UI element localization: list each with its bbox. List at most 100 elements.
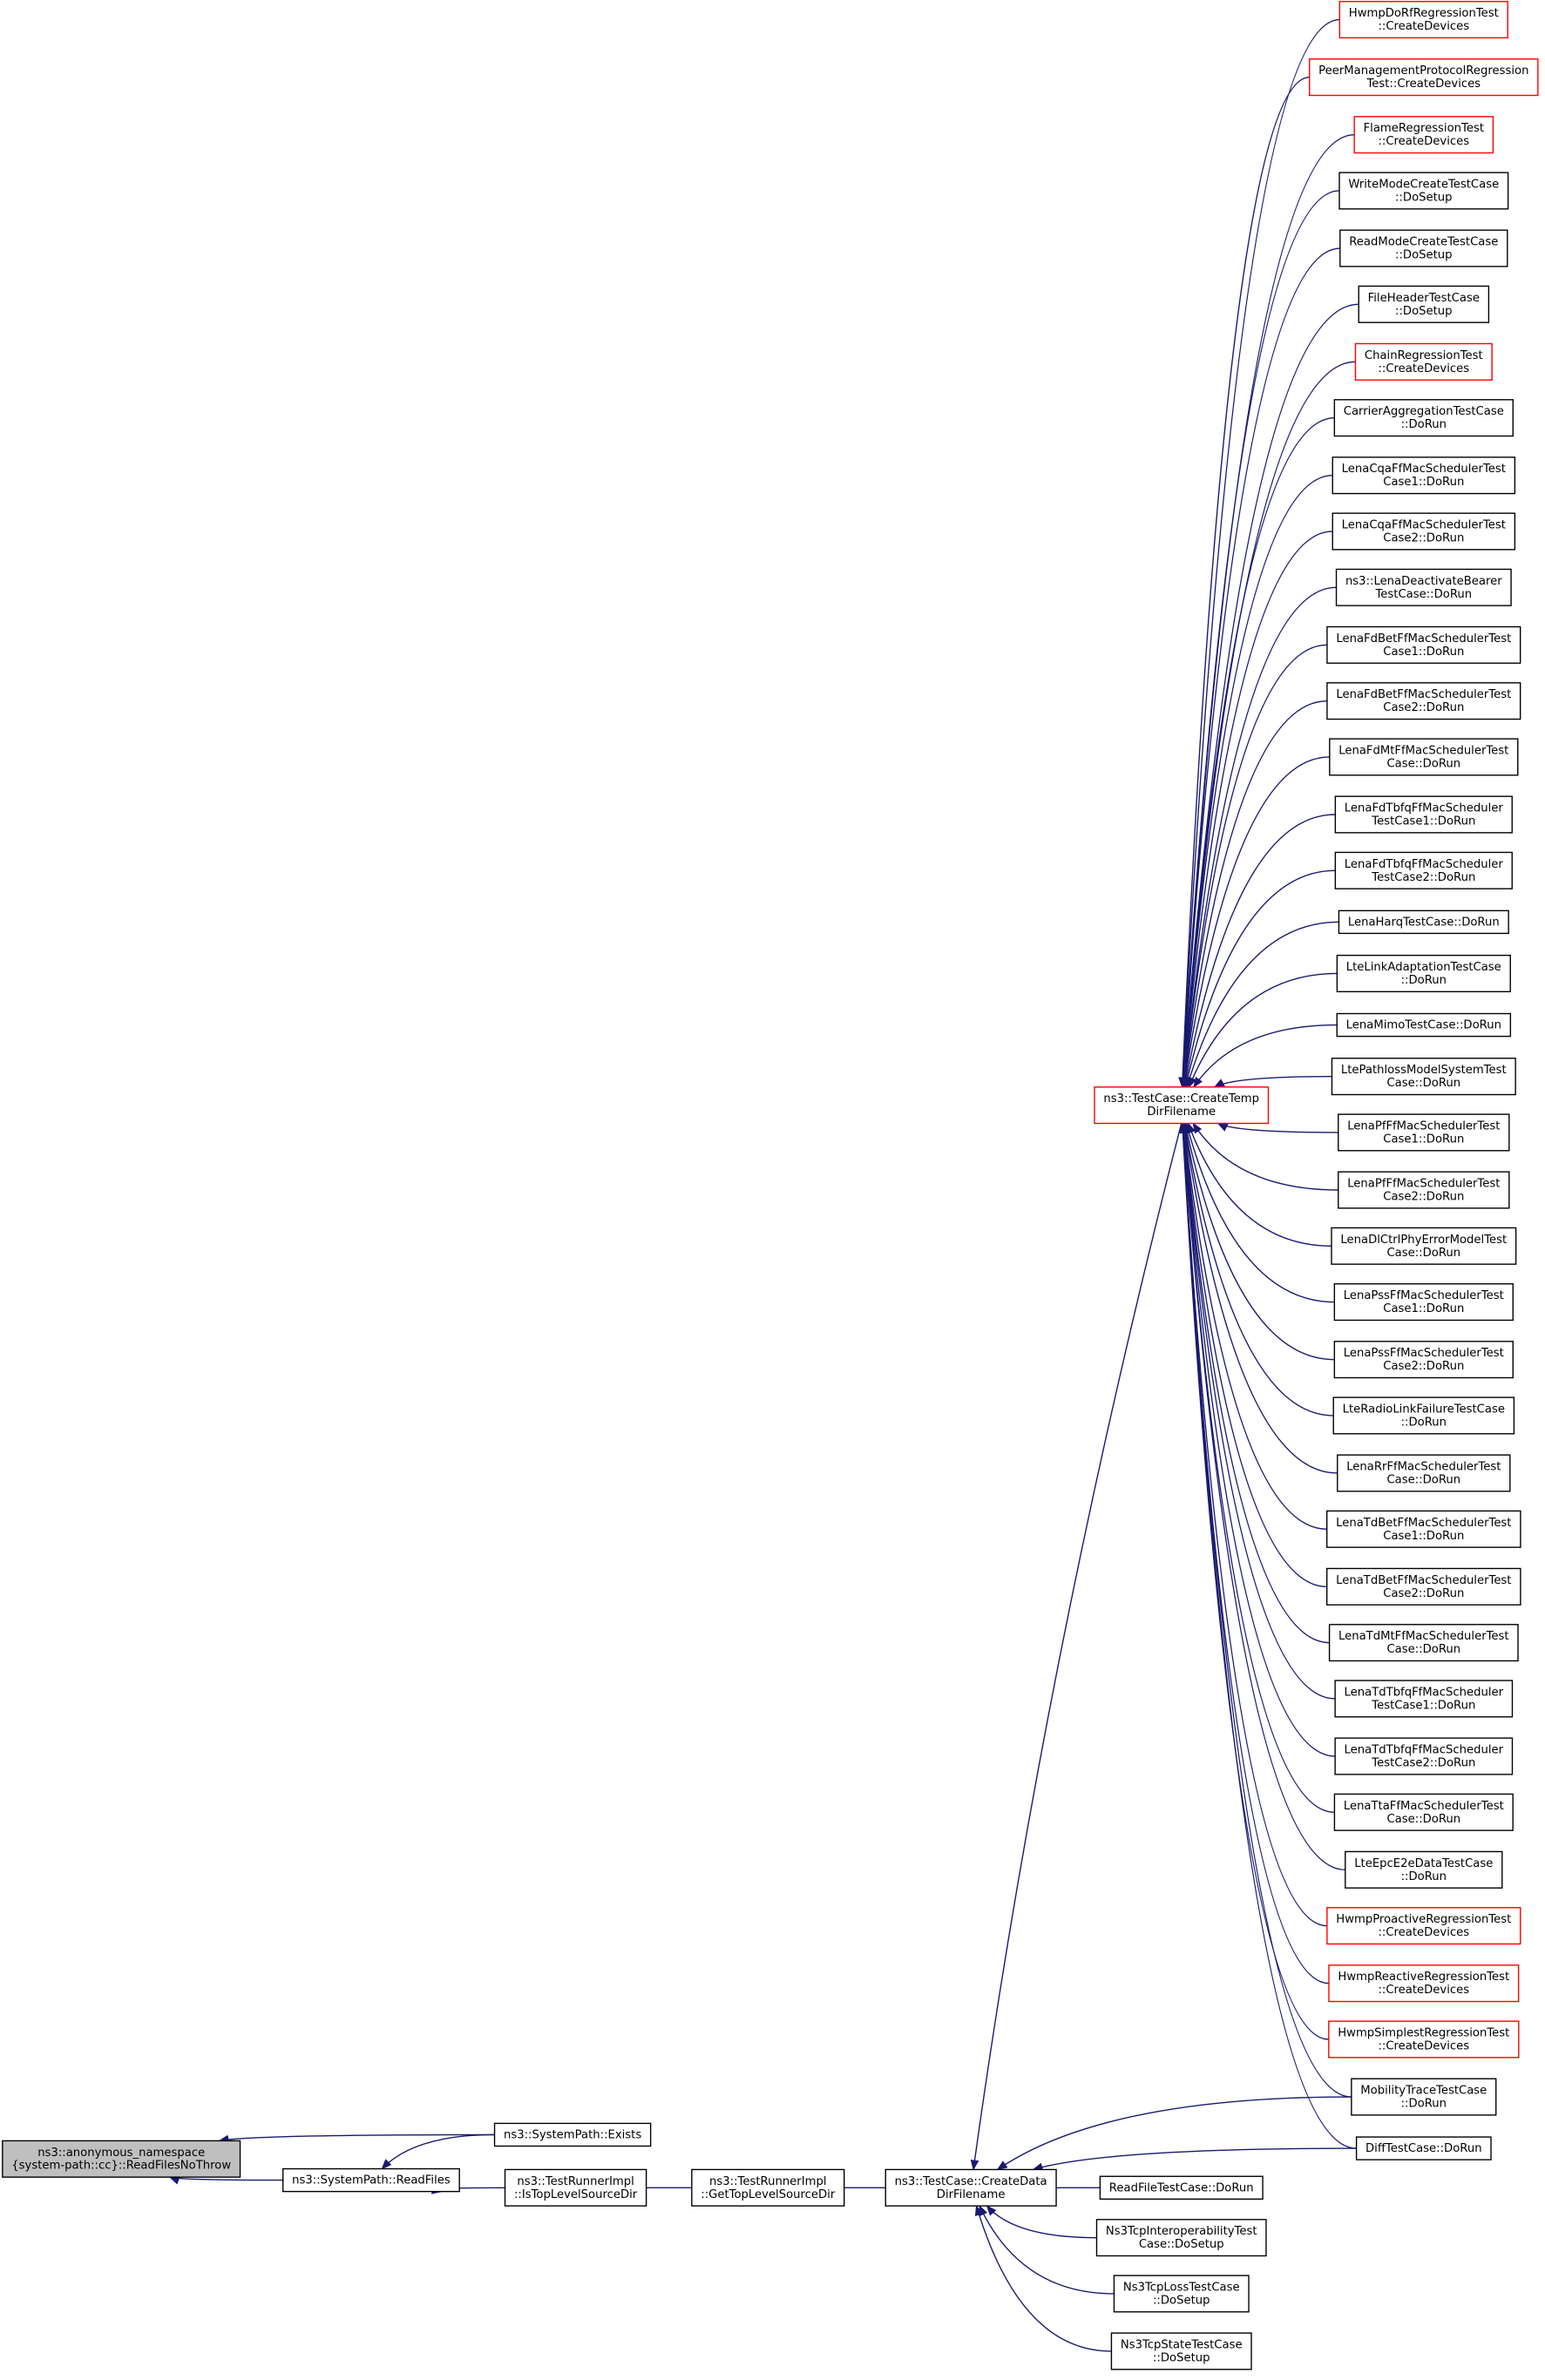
edge [1179,1122,1336,1757]
node-box [1331,1058,1516,1096]
node: HwmpProactiveRegressionTest::CreateDevic… [1326,1907,1521,1945]
edge [1179,475,1333,1089]
node-label: HwmpDoRfRegressionTest [1349,7,1499,20]
node-box [1326,1567,1521,1606]
node-label: LenaTdMtFfMacSchedulerTest [1338,1630,1509,1643]
node-box [1334,851,1513,889]
node-label: PeerManagementProtocolRegression [1318,64,1528,78]
node-label: LenaCqaFfMacSchedulerTest [1342,519,1506,532]
edge [1178,76,1310,1089]
node-label: LenaPssFfMacSchedulerTest [1344,1347,1504,1360]
edge [1179,1122,1336,1700]
edge [996,2096,1352,2171]
edge [1179,416,1335,1089]
edge [1178,18,1340,1089]
edges [168,18,1359,2352]
node-label: HwmpSimplestRegressionTest [1338,2026,1509,2039]
node-box [1332,456,1516,495]
node-label: Case1::DoRun [1383,1530,1464,1543]
node: ns3::anonymous_namespace{system-path::cc… [2,2140,241,2178]
node-label: Ns3TcpInteroperabilityTest [1106,2225,1257,2238]
node-box [1309,58,1539,97]
node: ns3::TestRunnerImpl::GetTopLevelSourceDi… [691,2168,845,2207]
node-box [1113,2275,1250,2313]
node-label: LenaTdBetFfMacSchedulerTest [1336,1574,1511,1587]
node-box [1328,1964,1520,2003]
edge [1193,1024,1338,1088]
edge [1183,869,1336,1089]
node-box [1333,1283,1514,1322]
node-label: ::CreateDevices [1378,20,1469,33]
node-label: LteLinkAdaptationTestCase [1346,961,1501,974]
node-label: ::IsTopLevelSourceDir [514,2188,638,2201]
edge [1181,1122,1338,1474]
node-label: ns3::TestRunnerImpl [517,2175,634,2188]
edge [1178,247,1340,1089]
edge [1178,1122,1329,2040]
node-label: LenaPssFfMacSchedulerTest [1344,1289,1504,1302]
node-label: Test::CreateDevices [1365,78,1481,91]
node-label: Case2::DoRun [1383,1360,1464,1373]
node-label: LenaPfFfMacSchedulerTest [1347,1178,1500,1191]
node: PeerManagementProtocolRegressionTest::Cr… [1309,58,1539,97]
node-box [1329,738,1519,776]
node-label: ::DoRun [1401,1870,1447,1883]
node: WriteModeCreateTestCase::DoSetup [1338,172,1509,210]
node-label: Case2::DoRun [1383,1587,1464,1600]
node-box [1358,285,1490,323]
node-box [1333,399,1514,437]
node-label: Ns3TcpStateTestCase [1121,2339,1243,2352]
node-label: LenaFdBetFfMacSchedulerTest [1336,688,1511,701]
node-box [1326,625,1521,664]
node-label: LenaDlCtrlPhyErrorModelTest [1340,1234,1507,1247]
node-label: Case::DoRun [1386,1473,1460,1486]
node-label: Case1::DoRun [1383,476,1464,489]
node-label: ::CreateDevices [1378,362,1469,375]
edge [1182,1122,1334,1417]
node: LteRadioLinkFailureTestCase::DoRun [1332,1396,1515,1435]
node-label: ns3::TestCase::CreateData [895,2175,1047,2188]
node-label: TestCase1::DoRun [1371,1699,1475,1712]
edge [1179,1122,1345,1871]
node-box [1332,512,1516,551]
node-label: Case1::DoRun [1383,1133,1464,1146]
node-label: ReadFileTestCase::DoRun [1109,2181,1254,2194]
node-box [1337,1454,1511,1492]
node-label: ns3::anonymous_namespace [37,2147,205,2160]
node-label: LtePathlossModelSystemTest [1341,1064,1507,1077]
node-box [1336,954,1511,993]
node-label: Case::DoRun [1386,1813,1460,1826]
node-box [1334,795,1513,834]
node-label: LenaTdBetFfMacSchedulerTest [1336,1517,1511,1530]
node-label: DirFilename [1147,1105,1216,1119]
node-box [691,2168,845,2207]
node-label: ::DoRun [1401,418,1447,431]
node-label: ReadModeCreateTestCase [1349,236,1498,249]
node-label: ns3::SystemPath::ReadFiles [292,2174,451,2187]
node-label: MobilityTraceTestCase [1360,2085,1487,2098]
node-label: ::CreateDevices [1378,1984,1469,1997]
node-box [1326,1907,1521,1945]
node-box [1345,1850,1503,1889]
node-label: ::GetTopLevelSourceDir [701,2188,836,2201]
node-label: ns3::TestCase::CreateTemp [1103,1092,1259,1105]
node-label: ::DoSetup [1153,2351,1210,2364]
node-box [1099,2175,1264,2201]
node-label: FlameRegressionTest [1364,122,1484,135]
edge [1179,1122,1330,1644]
node-box [1338,1,1508,39]
node-box [1334,1680,1514,1718]
edge [1178,190,1339,1089]
node-label: ::DoSetup [1153,2294,1210,2307]
node-label: ChainRegressionTest [1365,349,1483,362]
